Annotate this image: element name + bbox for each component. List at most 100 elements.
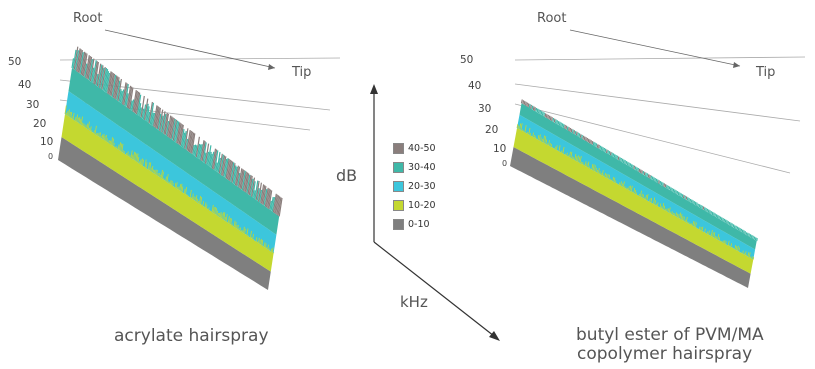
spectrum-peak xyxy=(642,194,644,199)
spectrum-peak xyxy=(186,129,191,151)
spectrum-peak xyxy=(77,49,82,73)
spectrum-peak xyxy=(641,193,643,198)
spectrum-peak xyxy=(152,112,156,126)
spectrum-peak xyxy=(238,168,243,188)
spectrum-peak xyxy=(148,101,153,124)
spectrum-peak xyxy=(168,116,173,138)
spectrum-peak xyxy=(678,213,680,218)
spectrum-peak xyxy=(585,137,587,141)
spectrum-peak xyxy=(130,150,133,159)
spectrum-peak xyxy=(531,105,534,110)
spectrum-peak xyxy=(229,218,231,224)
spectrum-peak xyxy=(618,157,621,161)
spectrum-peak xyxy=(701,226,704,232)
spectrum-peak xyxy=(590,140,592,144)
spectrum-peak xyxy=(275,195,280,214)
spectrum-peak xyxy=(155,169,157,175)
spectrum-peak xyxy=(604,148,607,153)
spectrum-peak xyxy=(169,117,174,139)
spectrum-peak xyxy=(261,239,264,246)
spectrum-peak xyxy=(179,124,184,146)
spectrum-peak xyxy=(524,125,527,133)
spectrum-peak xyxy=(138,103,142,116)
spectrum-peak xyxy=(629,185,632,191)
spectrum-peak xyxy=(548,140,550,146)
spectrum-peak xyxy=(605,173,608,178)
grid-line xyxy=(514,56,806,61)
spectrum-peak xyxy=(145,162,148,169)
spectrum-peak xyxy=(160,169,163,179)
spectrum-peak xyxy=(140,95,145,118)
spectrum-peak xyxy=(596,144,599,148)
left-ytick-50: 50 xyxy=(8,56,22,68)
spectrum-peak xyxy=(540,137,542,142)
spectrum-peak xyxy=(537,109,540,114)
spectrum-peak xyxy=(735,225,737,229)
spectrum-peak xyxy=(676,213,679,218)
spectrum-peak xyxy=(738,247,740,252)
left-ytick-30: 30 xyxy=(26,99,40,111)
spectrum-peak xyxy=(195,136,200,158)
spectrum-peak xyxy=(239,227,241,231)
spectrum-peak xyxy=(731,223,733,227)
spectrum-peak xyxy=(685,216,688,223)
spectrum-peak xyxy=(549,116,552,121)
spectrum-peak xyxy=(578,133,581,138)
spectrum-peak xyxy=(268,190,273,210)
right-chart-title-line2: copolymer hairspray xyxy=(577,344,753,364)
spectrum-peak xyxy=(119,90,123,103)
legend-label: 0-10 xyxy=(408,219,430,230)
spectrum-peak xyxy=(78,50,83,73)
spectrum-peak xyxy=(189,189,192,198)
spectrum-peak xyxy=(736,226,739,230)
spectrum-peak xyxy=(750,234,753,239)
spectrum-peak xyxy=(76,114,79,122)
spectrum-peak xyxy=(539,110,542,115)
spectrum-peak xyxy=(111,137,113,145)
spectrum-peak xyxy=(110,73,116,97)
spectrum-peak xyxy=(548,115,551,120)
spectrum-peak xyxy=(726,220,728,224)
spectrum-peak xyxy=(675,190,677,194)
left-tip-label: Tip xyxy=(292,65,312,80)
spectrum-peak xyxy=(132,90,137,112)
spectrum-peak xyxy=(556,120,559,125)
spectrum-peak xyxy=(599,171,601,175)
spectrum-peak xyxy=(259,239,261,244)
spectrum-peak xyxy=(216,210,218,216)
spectrum-peak xyxy=(142,159,144,166)
band-10-20 xyxy=(513,128,754,274)
spectrum-peak xyxy=(203,152,207,163)
spectrum-peak xyxy=(722,217,724,222)
spectrum-peak xyxy=(142,104,147,120)
spectrum-peak xyxy=(622,159,625,164)
legend-item: 10-20 xyxy=(393,196,436,215)
spectrum-peak xyxy=(265,243,267,248)
spectrum-peak xyxy=(666,208,668,212)
spectrum-peak xyxy=(621,183,623,187)
spectrum-peak xyxy=(717,233,720,240)
spectrum-peak xyxy=(158,109,164,131)
spectrum-peak xyxy=(184,128,189,149)
spectrum-peak xyxy=(180,129,185,147)
spectrum-peak xyxy=(259,189,263,203)
spectrum-peak xyxy=(643,171,646,176)
spectrum-peak xyxy=(98,132,100,137)
legend-item: 30-40 xyxy=(393,158,436,177)
right-ytick-40: 40 xyxy=(468,80,482,92)
khz-axis-label: kHz xyxy=(400,293,428,311)
spectrum-peak xyxy=(693,221,696,227)
spectrum-peak xyxy=(258,237,260,244)
spectrum-peak xyxy=(545,139,548,145)
spectrum-peak xyxy=(232,165,237,184)
spectrum-peak xyxy=(684,195,686,200)
spectrum-peak xyxy=(85,55,90,78)
spectrum-peak xyxy=(218,153,223,174)
spectrum-peak xyxy=(645,195,647,200)
spectrum-peak xyxy=(633,188,636,194)
spectrum-peak xyxy=(217,157,221,173)
spectrum-peak xyxy=(218,212,221,217)
spectrum-peak xyxy=(105,134,107,142)
spectrum-peak xyxy=(237,224,239,230)
spectrum-peak xyxy=(260,238,263,245)
